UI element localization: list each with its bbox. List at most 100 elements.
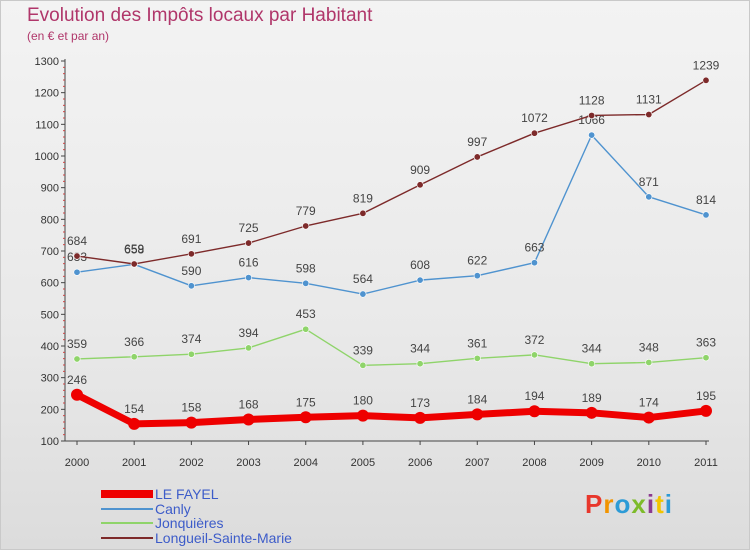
data-label: 175 xyxy=(296,395,316,409)
legend-label: Jonquières xyxy=(155,515,224,532)
data-point xyxy=(299,411,312,424)
data-point xyxy=(702,76,710,84)
y-tick-label: 100 xyxy=(41,436,59,448)
data-label: 359 xyxy=(67,337,87,351)
data-point xyxy=(473,354,481,362)
y-tick-label: 1000 xyxy=(35,151,59,163)
chart-subtitle: (en € et par an) xyxy=(27,29,110,43)
data-label: 819 xyxy=(353,191,373,205)
data-label: 871 xyxy=(639,175,659,189)
data-point xyxy=(187,350,195,358)
data-label: 374 xyxy=(181,332,201,346)
data-label: 598 xyxy=(296,261,316,275)
data-label: 344 xyxy=(582,342,602,356)
data-label: 814 xyxy=(696,193,716,207)
data-point xyxy=(645,111,653,119)
data-label: 590 xyxy=(181,264,201,278)
chart-title: Evolution des Impôts locaux par Habitant xyxy=(27,5,373,26)
data-point xyxy=(302,279,310,287)
data-point xyxy=(356,409,369,422)
legend-item-le-fayel[interactable]: LE FAYEL xyxy=(101,487,292,502)
y-tick-label: 800 xyxy=(41,214,59,226)
data-label: 154 xyxy=(124,402,144,416)
data-point xyxy=(187,250,195,258)
legend-swatch xyxy=(101,507,153,510)
legend-swatch xyxy=(101,536,153,539)
data-label: 658 xyxy=(124,242,144,256)
data-label: 158 xyxy=(181,401,201,415)
x-tick-label: 2001 xyxy=(122,457,146,469)
data-point xyxy=(414,411,427,424)
data-point xyxy=(642,411,655,424)
data-label: 246 xyxy=(67,373,87,387)
legend: LE FAYEL Canly Jonquières Longueil-Saint… xyxy=(101,487,292,545)
brand-logo: Proxiti xyxy=(585,489,673,520)
data-point xyxy=(185,416,198,429)
data-point xyxy=(530,351,538,359)
data-label: 184 xyxy=(467,392,487,406)
data-label: 363 xyxy=(696,336,716,350)
data-label: 616 xyxy=(239,256,259,270)
data-point xyxy=(359,209,367,217)
data-label: 344 xyxy=(410,342,430,356)
data-point xyxy=(473,272,481,280)
legend-label: Canly xyxy=(155,500,191,517)
brand-letter: o xyxy=(614,489,632,519)
data-label: 366 xyxy=(124,335,144,349)
data-label: 1128 xyxy=(579,93,605,107)
legend-swatch xyxy=(101,522,153,525)
y-tick-label: 200 xyxy=(41,404,59,416)
data-point xyxy=(645,193,653,201)
data-label: 684 xyxy=(67,234,87,248)
brand-letter: r xyxy=(603,489,615,519)
legend-label: LE FAYEL xyxy=(155,486,219,503)
data-label: 348 xyxy=(639,340,659,354)
data-label: 622 xyxy=(467,254,487,268)
data-point xyxy=(245,239,253,247)
data-label: 909 xyxy=(410,163,430,177)
data-label: 1239 xyxy=(693,58,720,72)
data-label: 173 xyxy=(410,396,430,410)
legend-item-jonquieres[interactable]: Jonquières xyxy=(101,516,292,531)
data-label: 663 xyxy=(524,241,544,255)
data-point xyxy=(530,259,538,267)
data-label: 372 xyxy=(524,333,544,347)
y-tick-label: 900 xyxy=(41,183,59,195)
data-point xyxy=(702,211,710,219)
data-point xyxy=(245,274,253,282)
data-label: 1072 xyxy=(521,111,548,125)
data-point xyxy=(187,282,195,290)
series-line-longueil-sainte-marie xyxy=(76,79,707,265)
x-tick-label: 2005 xyxy=(351,457,375,469)
data-label: 339 xyxy=(353,343,373,357)
x-tick-label: 2004 xyxy=(293,457,317,469)
data-point xyxy=(702,354,710,362)
data-label: 174 xyxy=(639,396,659,410)
data-label: 453 xyxy=(296,307,316,321)
x-tick-label: 2003 xyxy=(236,457,260,469)
data-point xyxy=(588,131,596,139)
data-point xyxy=(585,406,598,419)
series-line-jonqui-res xyxy=(76,328,707,367)
data-point xyxy=(130,260,138,268)
data-label: 189 xyxy=(582,391,602,405)
brand-letter: i xyxy=(664,489,673,519)
data-label: 691 xyxy=(181,232,201,246)
data-point xyxy=(645,358,653,366)
y-tick-label: 700 xyxy=(41,246,59,258)
legend-item-longueil-sainte-marie[interactable]: Longueil-Sainte-Marie xyxy=(101,531,292,546)
data-label: 1131 xyxy=(636,93,662,107)
data-label: 725 xyxy=(239,221,259,235)
series-line-le-fayel xyxy=(73,391,710,428)
data-label: 361 xyxy=(467,336,487,350)
data-point xyxy=(416,276,424,284)
data-point xyxy=(73,355,81,363)
data-label: 180 xyxy=(353,394,373,408)
data-point xyxy=(302,325,310,333)
legend-item-canly[interactable]: Canly xyxy=(101,502,292,517)
series-line-canly xyxy=(76,134,707,295)
data-point xyxy=(528,405,541,418)
data-label: 1066 xyxy=(578,113,605,127)
